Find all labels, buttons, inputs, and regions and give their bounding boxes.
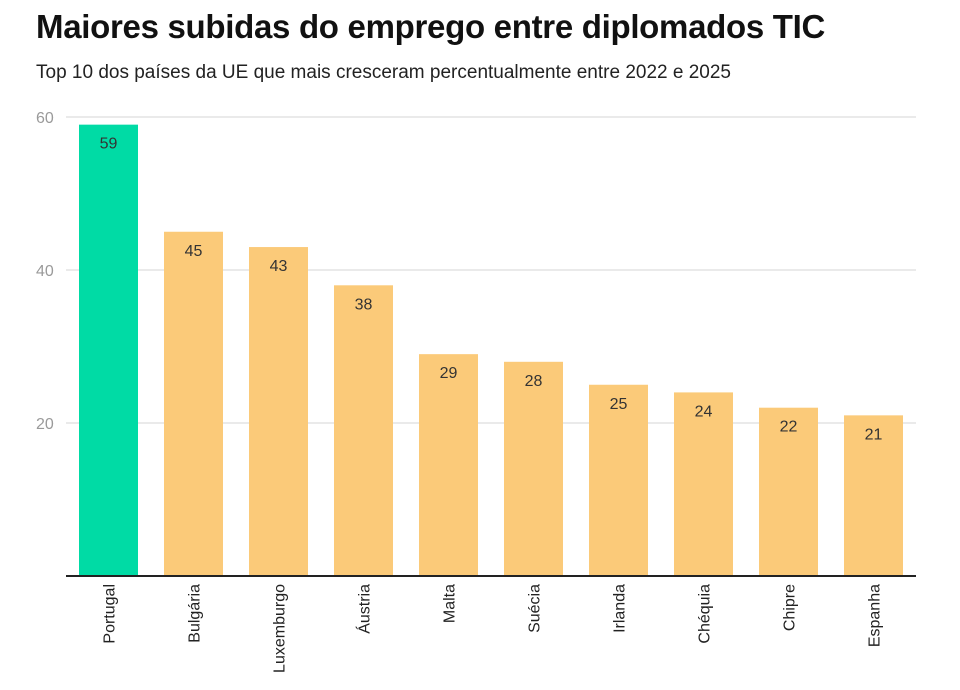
bar[interactable] [674,392,733,576]
bar[interactable] [504,361,563,576]
data-label: 22 [780,419,798,436]
bar[interactable] [419,354,478,576]
category-label: Áustria [355,584,374,634]
data-label: 28 [525,373,543,390]
bar[interactable] [164,231,223,576]
category-label: Espanha [867,584,884,647]
chart-subtitle: Top 10 dos países da UE que mais crescer… [36,62,731,83]
category-label: Chipre [782,584,799,631]
category-label: Bulgária [187,584,204,643]
y-tick-label: 40 [36,263,54,280]
data-label: 45 [185,243,203,260]
category-label: Suécia [527,584,544,633]
bar[interactable] [249,247,308,577]
data-label: 43 [270,258,288,275]
chart-title: Maiores subidas do emprego entre diploma… [36,8,826,45]
category-label: Luxemburgo [272,584,289,673]
bar[interactable] [334,285,393,576]
bar[interactable] [589,384,648,576]
category-label: Chéquia [697,584,714,644]
category-label: Irlanda [612,584,629,633]
y-tick-label: 20 [36,416,54,433]
bar[interactable] [759,407,818,576]
data-label: 59 [100,136,118,153]
category-label: Portugal [102,584,119,644]
y-tick-label: 60 [36,110,54,127]
data-label: 25 [610,396,628,413]
bar[interactable] [844,415,903,576]
bar[interactable] [79,124,138,577]
data-label: 24 [695,403,713,420]
data-label: 38 [355,296,373,313]
data-label: 21 [865,426,883,443]
category-label: Malta [442,584,459,623]
data-label: 29 [440,365,458,382]
